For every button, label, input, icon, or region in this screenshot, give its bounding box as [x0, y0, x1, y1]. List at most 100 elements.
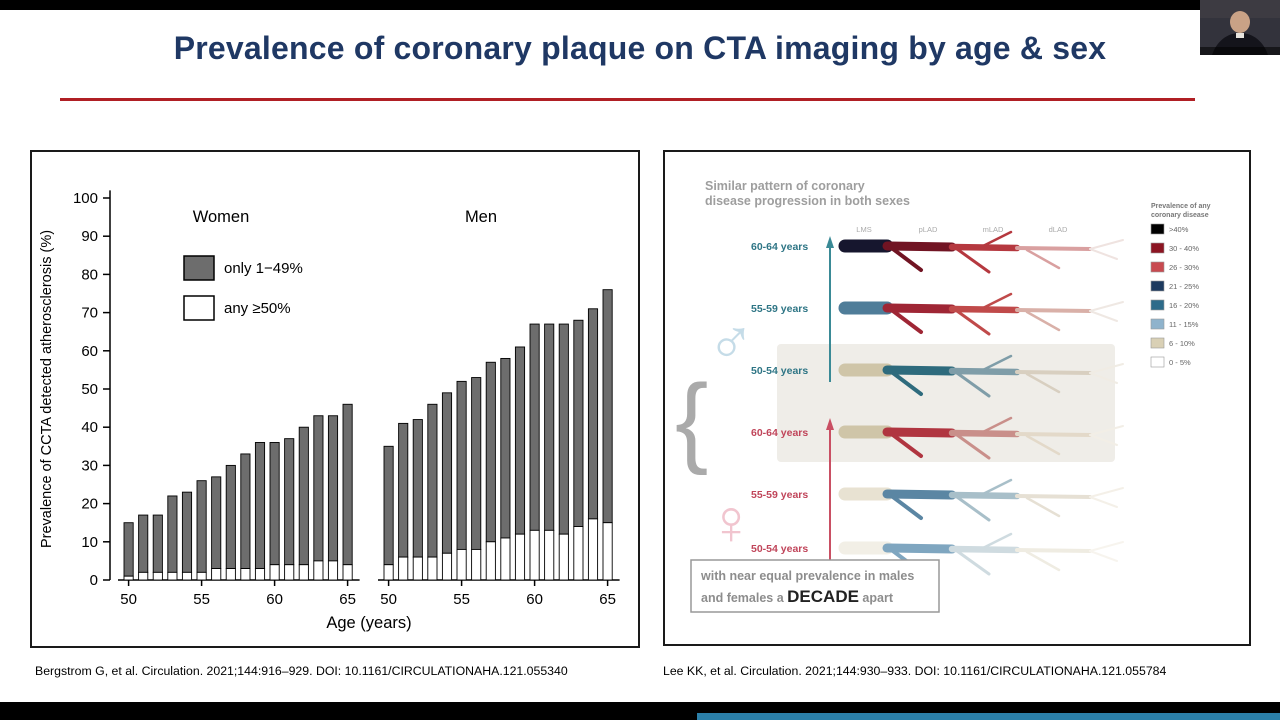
svg-text:Age (years): Age (years): [326, 614, 411, 632]
bar-segment-ge50: [427, 556, 438, 581]
bar-segment-ge50: [313, 560, 324, 581]
footer-progress-strip: [697, 713, 1280, 720]
age-label: 55-59 years: [751, 489, 808, 501]
svg-text:16 - 20%: 16 - 20%: [1169, 301, 1199, 310]
female-symbol-icon: ♀: [707, 486, 755, 558]
decade-highlight-band: [777, 344, 1115, 462]
bar-segment-ge50: [412, 556, 423, 581]
segment-column-label: LMS: [856, 225, 871, 234]
bar-segment-1to49: [167, 495, 178, 573]
bar-segment-1to49: [298, 426, 309, 566]
person-head: [1230, 11, 1250, 33]
diagram-legend-swatch: [1150, 356, 1165, 368]
svg-text:30: 30: [81, 457, 98, 474]
bar-segment-ge50: [240, 568, 251, 581]
svg-text:>40%: >40%: [1169, 225, 1189, 234]
bar-segment-ge50: [471, 548, 482, 581]
age-label: 55-59 years: [751, 303, 808, 315]
bar-segment-ge50: [398, 556, 409, 581]
coronary-artery-row: [838, 230, 1124, 274]
svg-text:60: 60: [526, 591, 543, 608]
bar-segment-ge50: [573, 526, 584, 581]
bar-segment-1to49: [441, 392, 453, 554]
diagram-legend-swatch: [1150, 318, 1165, 330]
webcam-thumbnail[interactable]: [1200, 0, 1280, 55]
bar-segment-1to49: [123, 522, 134, 577]
diagram-legend-swatch: [1150, 299, 1165, 311]
slide-title: Prevalence of coronary plaque on CTA ima…: [173, 30, 1107, 66]
bar-segment-ge50: [254, 568, 266, 581]
bar-segment-1to49: [383, 445, 394, 566]
bar-segment-1to49: [485, 361, 496, 543]
svg-text:40: 40: [81, 419, 98, 436]
svg-text:90: 90: [81, 228, 98, 245]
bar-segment-1to49: [602, 289, 613, 524]
male-symbol-icon: ♂: [707, 306, 755, 378]
caption-line2: and females a DECADE apart: [701, 587, 894, 606]
bar-segment-1to49: [254, 442, 266, 569]
svg-text:50: 50: [81, 381, 98, 398]
bar-segment-1to49: [398, 422, 409, 558]
segment-column-label: pLAD: [919, 225, 938, 234]
segment-column-label: dLAD: [1049, 225, 1068, 234]
bar-group-men: 50 55 60 65 Men: [378, 208, 620, 608]
svg-text:50: 50: [120, 591, 137, 608]
bar-chart: 0 10 20 30 40 50 60 70 80 90 100 Prevalence of CCTA…: [39, 190, 620, 632]
bar-segment-ge50: [123, 575, 134, 581]
diagram-legend-title: coronary disease: [1151, 212, 1209, 219]
bar-segment-ge50: [298, 564, 309, 581]
age-label: 60-64 years: [751, 241, 808, 253]
diagram-legend-swatch: [1150, 242, 1165, 254]
diagram-legend-swatch: [1150, 223, 1165, 235]
bar-segment-ge50: [284, 564, 295, 581]
coronary-artery-row: [838, 416, 1124, 460]
svg-text:21 - 25%: 21 - 25%: [1169, 282, 1199, 291]
bar-segment-1to49: [500, 357, 511, 539]
bar-segment-ge50: [225, 568, 236, 581]
bar-segment-ge50: [167, 571, 178, 581]
bar-segment-1to49: [471, 377, 482, 550]
diagram-legend-swatch: [1150, 337, 1165, 349]
age-label: 50-54 years: [751, 543, 808, 555]
bar-segment-ge50: [500, 537, 511, 581]
svg-text:11 - 15%: 11 - 15%: [1169, 320, 1199, 329]
svg-text:0: 0: [90, 572, 98, 589]
svg-text:Women: Women: [193, 208, 250, 226]
svg-text:10: 10: [81, 534, 98, 551]
coronary-diagram: ♂ ♀ {60-64 years 55-59 years 50-54 years 60-6…: [675, 179, 1211, 613]
bar-segment-ge50: [152, 571, 163, 581]
bar-segment-ge50: [383, 564, 394, 581]
bar-segment-ge50: [327, 560, 339, 581]
webcam-video: [1200, 0, 1280, 55]
bar-segment-ge50: [138, 571, 149, 581]
svg-text:26 - 30%: 26 - 30%: [1169, 263, 1199, 272]
bar-segment-ge50: [602, 522, 613, 581]
webcam-background-top: [1200, 0, 1280, 18]
svg-text:20: 20: [81, 496, 98, 513]
bar-segment-1to49: [558, 323, 569, 535]
bar-segment-1to49: [544, 323, 555, 531]
bar-segment-ge50: [342, 564, 353, 581]
slide: Prevalence of coronary plaque on CTA ima…: [0, 10, 1280, 702]
bar-chart-panel: 0 10 20 30 40 50 60 70 80 90 100 Prevalence of CCTA…: [30, 150, 640, 648]
bar-segment-1to49: [240, 453, 251, 569]
bar-segment-ge50: [485, 541, 496, 581]
legend-swatch: [183, 255, 215, 281]
bar-segment-ge50: [441, 552, 453, 581]
bar-segment-1to49: [196, 480, 207, 573]
svg-text:65: 65: [339, 591, 356, 608]
bar-segment-ge50: [587, 518, 599, 581]
svg-text:only 1−49%: only 1−49%: [224, 260, 303, 277]
bar-segment-ge50: [558, 533, 569, 581]
coronary-artery-row: [838, 478, 1124, 522]
bar-segment-ge50: [181, 571, 193, 581]
age-label: 60-64 years: [751, 427, 808, 439]
coronary-artery-row: [838, 354, 1124, 398]
bar-segment-1to49: [211, 476, 222, 569]
bar-segment-1to49: [427, 403, 438, 558]
bar-segment-1to49: [587, 308, 599, 520]
svg-text:any ≥50%: any ≥50%: [224, 300, 291, 317]
bar-segment-1to49: [514, 346, 526, 535]
caption-line1: with near equal prevalence in males: [700, 569, 914, 583]
bar-segment-1to49: [284, 438, 295, 566]
